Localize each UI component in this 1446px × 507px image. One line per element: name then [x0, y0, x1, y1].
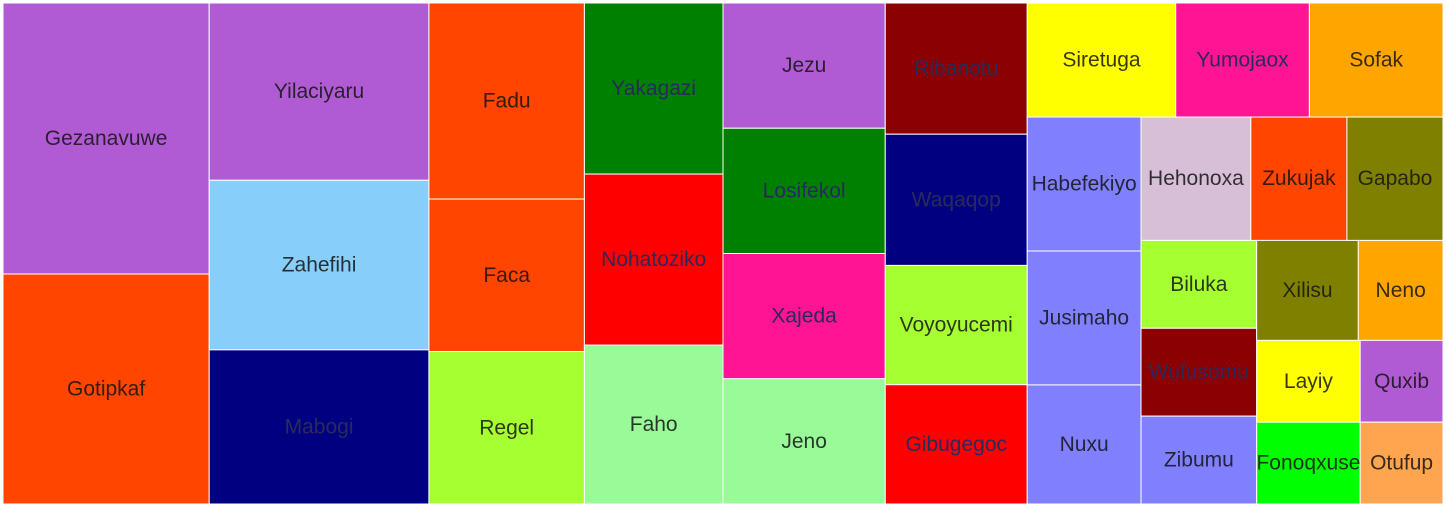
- treemap-cell-losifekol: [722, 127, 886, 254]
- treemap-cell-xajeda: [722, 253, 886, 380]
- treemap-label-nuxu: Nuxu: [1060, 433, 1109, 456]
- treemap-cell-zibumu: [1140, 415, 1258, 505]
- treemap-cell-gapabo: [1346, 116, 1444, 241]
- treemap-label-gibugegoc: Gibugegoc: [905, 433, 1007, 456]
- treemap-label-gapabo: Gapabo: [1358, 167, 1433, 190]
- treemap-label-faca: Faca: [483, 264, 530, 287]
- treemap-cell-sofak: [1308, 2, 1444, 118]
- treemap-label-biluka: Biluka: [1170, 273, 1228, 296]
- treemap-label-wufusomu: Wufusomu: [1149, 361, 1249, 384]
- treemap-cell-mabogi: [208, 349, 430, 505]
- treemap-label-losifekol: Losifekol: [763, 179, 846, 202]
- treemap-label-quxib: Quxib: [1374, 370, 1429, 393]
- treemap-cell-jeno: [722, 378, 886, 505]
- treemap-label-voyoyucemi: Voyoyucemi: [900, 314, 1013, 337]
- treemap-label-habefekiyo: Habefekiyo: [1032, 173, 1137, 196]
- treemap-cell-biluka: [1140, 239, 1258, 329]
- treemap-cell-neno: [1357, 239, 1444, 341]
- treemap-cell-quxib: [1359, 339, 1444, 423]
- treemap-cell-fonoqxuse: [1256, 421, 1361, 505]
- treemap-label-siretuga: Siretuga: [1062, 49, 1141, 72]
- treemap-labels: Gezanavuwe Gotipkaf Yilaciyaru Zahefihi Mabo…: [45, 49, 1433, 475]
- treemap-cell-voyoyucemi: [884, 264, 1028, 386]
- treemap-cell-yilaciyaru: [208, 2, 430, 181]
- treemap-label-waqaqop: Waqaqop: [912, 188, 1001, 211]
- treemap-label-faho: Faho: [630, 413, 678, 436]
- treemap-label-fadu: Fadu: [483, 90, 531, 113]
- treemap-label-ribanotu: Ribanotu: [914, 57, 998, 80]
- treemap-cell-fadu: [428, 2, 585, 200]
- treemap-label-zahefihi: Zahefihi: [282, 254, 357, 277]
- treemap-label-xajeda: Xajeda: [771, 305, 837, 328]
- treemap-label-otufup: Otufup: [1370, 452, 1433, 475]
- treemap-cell-yumojaox: [1175, 2, 1310, 118]
- treemap-cell-gezanavuwe: [2, 2, 210, 275]
- treemap-cell-siretuga: [1026, 2, 1177, 118]
- treemap-cell-nohatoziko: [583, 173, 724, 346]
- treemap-cell-faca: [428, 198, 585, 353]
- treemap-label-jusimaho: Jusimaho: [1039, 306, 1129, 329]
- treemap-label-zukujak: Zukujak: [1262, 167, 1336, 190]
- treemap-cell-nuxu: [1026, 384, 1142, 505]
- treemap-cell-regel: [428, 351, 585, 505]
- treemap-cell-waqaqop: [884, 133, 1028, 266]
- treemap-label-jeno: Jeno: [781, 430, 827, 453]
- treemap-cell-jezu: [722, 2, 886, 129]
- treemap-label-yumojaox: Yumojaox: [1196, 49, 1289, 72]
- treemap-cell-gibugegoc: [884, 384, 1028, 505]
- treemap-cell-gotipkaf: [2, 273, 210, 505]
- treemap-label-xilisu: Xilisu: [1282, 279, 1332, 302]
- treemap-cell-habefekiyo: [1026, 116, 1142, 252]
- treemap-label-zibumu: Zibumu: [1164, 449, 1234, 472]
- treemap-label-yilaciyaru: Yilaciyaru: [274, 80, 364, 103]
- treemap-label-neno: Neno: [1376, 279, 1426, 302]
- treemap-cell-zukujak: [1250, 116, 1348, 241]
- treemap-label-fonoqxuse: Fonoqxuse: [1256, 452, 1360, 475]
- treemap-cell-ribanotu: [884, 2, 1028, 135]
- treemap-label-jezu: Jezu: [782, 54, 826, 77]
- treemap-label-layiy: Layiy: [1284, 370, 1334, 393]
- treemap-label-nohatoziko: Nohatoziko: [601, 248, 706, 271]
- treemap-label-mabogi: Mabogi: [285, 415, 354, 438]
- treemap-label-yakagazi: Yakagazi: [611, 77, 696, 100]
- treemap-label-gotipkaf: Gotipkaf: [67, 378, 145, 401]
- treemap-label-regel: Regel: [479, 416, 534, 439]
- treemap-label-sofak: Sofak: [1349, 49, 1403, 72]
- treemap-label-gezanavuwe: Gezanavuwe: [45, 127, 168, 150]
- treemap-label-hehonoxa: Hehonoxa: [1148, 167, 1244, 190]
- treemap-cell-zahefihi: [208, 179, 430, 351]
- treemap-cell-otufup: [1359, 421, 1444, 505]
